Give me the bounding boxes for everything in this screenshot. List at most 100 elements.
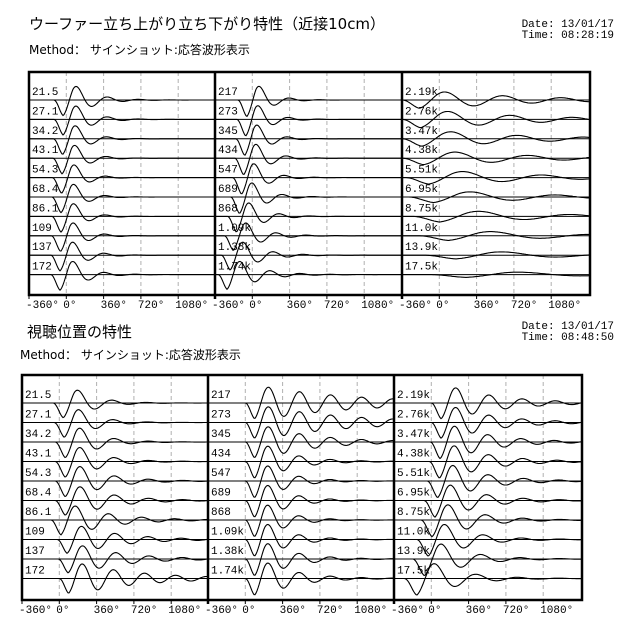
x-tick-label: -360° — [212, 300, 245, 312]
row-frequency-label: 68.4 — [25, 488, 52, 500]
row-frequency-label: 109 — [25, 527, 45, 539]
x-tick-label: 1080° — [540, 605, 573, 617]
waveform-trace — [216, 163, 401, 195]
row-frequency-label: 5.51k — [405, 165, 438, 177]
waveform-trace — [23, 486, 207, 516]
waveform-trace — [395, 464, 582, 499]
x-tick-label: -360° — [205, 605, 238, 617]
chart-2-stamp: Date: 13/01/17 Time: 08:48:50 — [522, 322, 614, 344]
waveform-trace — [23, 446, 208, 478]
waveform-trace — [30, 203, 214, 233]
row-frequency-label: 217 — [218, 87, 238, 99]
x-tick-label: -360° — [19, 605, 52, 617]
row-frequency-label: 8.75k — [405, 203, 438, 215]
waveform-trace — [216, 202, 401, 233]
row-frequency-label: 547 — [211, 468, 231, 480]
x-tick-label: -360° — [399, 300, 432, 312]
waveform-trace — [403, 231, 589, 241]
waveform-trace — [23, 545, 208, 574]
row-frequency-label: 1.09k — [211, 527, 244, 539]
row-frequency-label: 547 — [218, 165, 238, 177]
waveform-trace — [209, 406, 393, 439]
row-frequency-label: 172 — [32, 262, 52, 274]
row-frequency-label: 13.9k — [397, 546, 430, 558]
chart-2-title: 視聴位置の特性 — [27, 323, 133, 341]
waveform-trace — [403, 271, 590, 278]
waveform-trace — [30, 144, 214, 175]
x-tick-label: 1080° — [548, 300, 581, 312]
waveform-trace — [216, 260, 401, 291]
row-frequency-label: 1.09k — [218, 223, 251, 235]
x-tick-label: 0° — [428, 605, 441, 617]
row-frequency-label: 217 — [211, 390, 231, 402]
x-tick-label: 720° — [324, 300, 350, 312]
x-tick-label: 360° — [474, 300, 500, 312]
x-tick-label: -360° — [391, 605, 424, 617]
x-tick-label: 360° — [466, 605, 492, 617]
waveform-trace — [209, 484, 393, 518]
waveform-trace — [403, 171, 590, 185]
row-frequency-label: 3.47k — [397, 429, 430, 441]
x-tick-label: 1080° — [361, 300, 394, 312]
row-frequency-label: 2.19k — [405, 87, 438, 99]
row-frequency-label: 86.1 — [25, 507, 52, 519]
waveform-trace — [30, 241, 214, 272]
row-frequency-label: 5.51k — [397, 468, 430, 480]
waveform-trace — [209, 426, 393, 458]
waveform-trace — [403, 191, 589, 204]
chart-frame — [20, 373, 584, 602]
x-tick-label: -360° — [26, 300, 59, 312]
waveform-trace — [30, 85, 214, 117]
row-frequency-label: 689 — [211, 488, 231, 500]
x-tick-label: 360° — [280, 605, 306, 617]
row-frequency-label: 434 — [211, 449, 231, 461]
waveform-trace — [216, 182, 401, 214]
row-frequency-label: 273 — [218, 106, 238, 118]
waveform-trace — [395, 407, 582, 439]
row-frequency-label: 1.74k — [211, 566, 244, 578]
x-tick-label: 360° — [287, 300, 313, 312]
waveform-trace — [30, 260, 214, 292]
row-frequency-label: 137 — [25, 546, 45, 558]
chart-2-method: Method： サインショット:応答波形表示 — [20, 348, 241, 362]
waveform-trace — [23, 505, 208, 536]
waveform-trace — [402, 131, 590, 147]
row-frequency-label: 68.4 — [32, 184, 59, 196]
waveform-trace — [209, 523, 393, 557]
waveform-trace — [23, 563, 207, 594]
waveform-trace — [23, 409, 207, 438]
waveform-trace — [209, 445, 393, 479]
waveform-trace — [216, 241, 401, 271]
chart-2-time: Time: 08:48:50 — [521, 332, 614, 344]
x-tick-label: 720° — [503, 605, 529, 617]
row-frequency-label: 868 — [211, 507, 231, 519]
waveform-trace — [209, 465, 393, 498]
row-frequency-label: 4.38k — [405, 145, 438, 157]
x-tick-label: 0° — [63, 300, 76, 312]
chart-1-time: Time: 08:28:19 — [521, 30, 614, 42]
row-frequency-label: 434 — [218, 145, 238, 157]
row-frequency-label: 43.1 — [32, 145, 59, 157]
chart-2-date: Date: 13/01/17 — [521, 321, 614, 333]
waveform-trace — [395, 523, 582, 557]
waveform-trace — [30, 222, 214, 252]
row-frequency-label: 54.3 — [25, 468, 51, 480]
waveform-trace — [395, 425, 582, 460]
row-frequency-label: 11.0k — [405, 223, 438, 235]
row-frequency-label: 345 — [218, 126, 238, 138]
x-tick-label: 720° — [131, 605, 157, 617]
x-tick-label: 1080° — [175, 300, 208, 312]
row-frequency-label: 2.76k — [397, 410, 430, 422]
waveform-trace — [23, 389, 207, 419]
x-tick-label: 720° — [317, 605, 343, 617]
waveform-trace — [23, 525, 208, 555]
row-frequency-label: 17.5k — [397, 566, 430, 578]
row-frequency-label: 17.5k — [405, 262, 438, 274]
row-frequency-label: 2.19k — [397, 390, 430, 402]
row-frequency-label: 27.1 — [32, 106, 59, 118]
row-frequency-label: 21.5 — [25, 390, 51, 402]
x-tick-label: 1080° — [168, 605, 201, 617]
row-frequency-label: 27.1 — [25, 410, 52, 422]
waveform-trace — [395, 484, 582, 518]
waveform-trace — [395, 445, 582, 479]
